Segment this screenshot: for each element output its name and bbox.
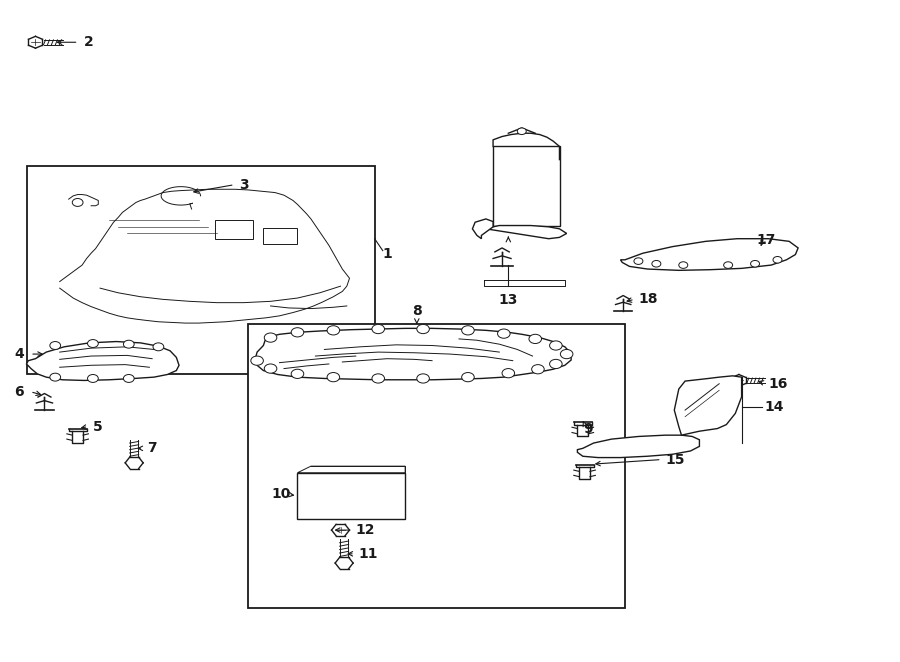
Circle shape xyxy=(634,258,643,264)
Circle shape xyxy=(417,324,429,334)
Circle shape xyxy=(50,342,60,350)
Circle shape xyxy=(251,356,264,365)
Polygon shape xyxy=(472,219,493,239)
Text: 14: 14 xyxy=(764,400,784,414)
Circle shape xyxy=(292,369,304,379)
Circle shape xyxy=(153,343,164,351)
Circle shape xyxy=(87,375,98,383)
Bar xyxy=(264,228,298,244)
Circle shape xyxy=(652,260,661,267)
Circle shape xyxy=(561,350,573,359)
Text: 17: 17 xyxy=(757,233,776,247)
Circle shape xyxy=(417,374,429,383)
Polygon shape xyxy=(26,342,179,381)
Circle shape xyxy=(372,374,384,383)
Circle shape xyxy=(529,334,542,344)
Circle shape xyxy=(679,261,688,268)
Circle shape xyxy=(532,365,544,374)
Text: 7: 7 xyxy=(147,442,157,455)
Text: 15: 15 xyxy=(665,453,685,467)
Polygon shape xyxy=(298,466,405,473)
Circle shape xyxy=(292,328,304,337)
Text: 2: 2 xyxy=(84,35,94,49)
Polygon shape xyxy=(578,435,699,457)
Polygon shape xyxy=(620,239,798,270)
Circle shape xyxy=(462,373,474,382)
Circle shape xyxy=(498,329,510,338)
Text: 18: 18 xyxy=(638,293,658,307)
Polygon shape xyxy=(674,376,742,435)
Text: 3: 3 xyxy=(239,177,248,192)
Circle shape xyxy=(550,341,562,350)
Circle shape xyxy=(265,333,277,342)
Circle shape xyxy=(87,340,98,348)
Text: 16: 16 xyxy=(769,377,788,391)
Polygon shape xyxy=(486,226,567,239)
Circle shape xyxy=(751,260,760,267)
Polygon shape xyxy=(256,328,572,380)
Circle shape xyxy=(462,326,474,335)
Text: 9: 9 xyxy=(583,422,592,436)
Circle shape xyxy=(123,340,134,348)
Circle shape xyxy=(372,324,384,334)
Circle shape xyxy=(327,326,339,335)
Circle shape xyxy=(327,373,339,382)
Circle shape xyxy=(724,261,733,268)
Text: 5: 5 xyxy=(93,420,103,434)
Circle shape xyxy=(72,199,83,207)
Text: 10: 10 xyxy=(272,487,292,502)
Text: 12: 12 xyxy=(356,523,375,537)
Bar xyxy=(298,473,405,519)
Text: 1: 1 xyxy=(382,247,392,261)
Circle shape xyxy=(265,364,277,373)
Text: 13: 13 xyxy=(499,293,518,307)
Bar xyxy=(493,146,561,226)
Text: 8: 8 xyxy=(412,304,422,318)
Bar xyxy=(248,324,625,608)
Circle shape xyxy=(123,375,134,383)
Bar xyxy=(26,166,374,374)
Bar xyxy=(215,220,253,239)
Circle shape xyxy=(773,256,782,263)
Circle shape xyxy=(518,128,526,134)
Circle shape xyxy=(50,373,60,381)
Text: 11: 11 xyxy=(358,547,378,561)
Circle shape xyxy=(502,369,515,378)
Text: 4: 4 xyxy=(14,347,23,361)
Circle shape xyxy=(550,359,562,369)
Text: 6: 6 xyxy=(14,385,23,399)
